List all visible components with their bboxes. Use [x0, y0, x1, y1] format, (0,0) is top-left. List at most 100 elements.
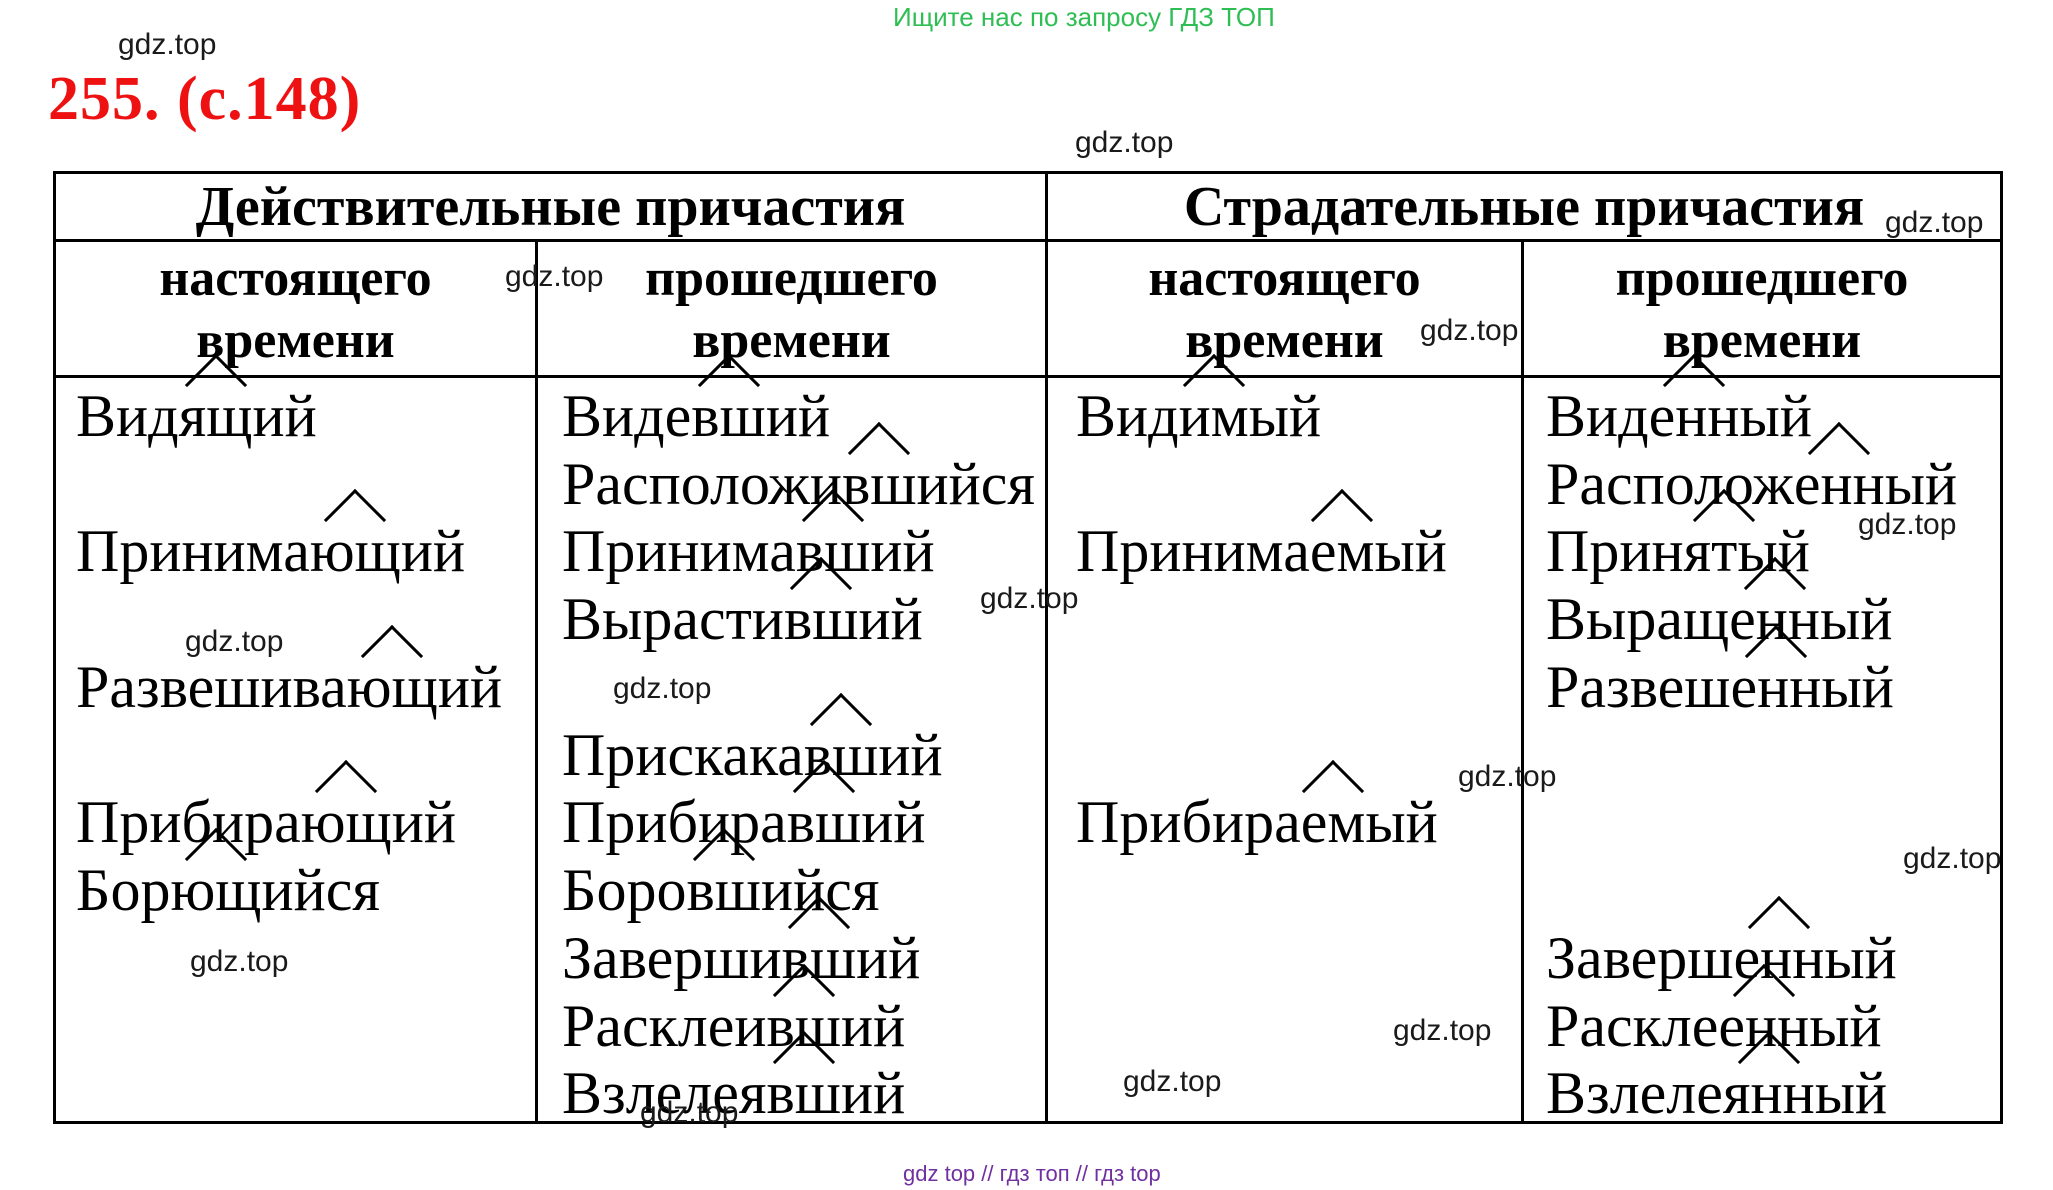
word-stem: Расклеи	[562, 993, 767, 1059]
group-header-active-participles: Действительные причастия	[56, 174, 1045, 242]
word-stem: Боро	[562, 857, 687, 923]
word-stem: Вид	[1546, 383, 1649, 449]
watermark-gdz-top: gdz.top	[185, 625, 284, 658]
word-ending: ий	[841, 993, 906, 1059]
word-suffix-marked: вш	[783, 586, 859, 652]
table-group-header-row: Действительные причастия Страдательные п…	[56, 174, 2000, 242]
word-stem: Располож	[1546, 451, 1794, 517]
word-ending: ий	[858, 586, 923, 652]
word-stem: Расположи	[562, 451, 842, 517]
participle-word: Завершивший	[562, 926, 920, 990]
watermark-gdz-top: gdz.top	[980, 582, 1079, 615]
word-ending: ий	[437, 654, 503, 720]
word-ending: ый	[1365, 789, 1438, 855]
word-stem: Прибира	[1076, 789, 1301, 855]
participle-word: Взлелеявший	[562, 1061, 905, 1125]
watermark-gdz-top: gdz.top	[613, 672, 712, 705]
participle-word: Взлелеянный	[1546, 1061, 1887, 1125]
word-suffix-marked: вш	[766, 1060, 841, 1126]
word-suffix-marked: янн	[1722, 1060, 1815, 1126]
word-stem: Вырасти	[562, 586, 784, 652]
word-stem: Принима	[1076, 518, 1310, 584]
word-suffix-marked: ем	[1300, 789, 1366, 855]
column-header-present-tense: настоящего времени	[1045, 242, 1521, 378]
watermark-gdz-top: gdz.top	[1075, 126, 1174, 159]
participle-word: Расположившийся	[562, 452, 1035, 516]
column-header-line: прошедшего	[1615, 250, 1909, 307]
participle-word: Боровшийся	[562, 858, 879, 922]
word-stem: Развешива	[76, 654, 347, 720]
group-header-passive-participles: Страдательные причастия	[1045, 174, 2000, 242]
participle-word: Принимающий	[76, 519, 465, 583]
column-header-line: времени	[692, 312, 891, 369]
participles-table: Действительные причастия Страдательные п…	[53, 171, 2003, 1125]
column-header-present-tense: настоящего времени	[56, 242, 535, 378]
word-stem: Взлелея	[562, 1060, 767, 1126]
word-suffix-marked: ющ	[170, 857, 262, 923]
column-header-past-tense: прошедшего времени	[535, 242, 1045, 378]
word-ending: ый	[1248, 383, 1322, 449]
participle-word: Принимаемый	[1076, 519, 1447, 583]
word-suffix-marked: вш	[691, 383, 766, 449]
table-column-header-row: настоящего времени прошедшего времени на…	[56, 242, 2000, 378]
word-ending: ый	[1824, 925, 1897, 991]
word-ending: ый	[1809, 993, 1882, 1059]
participle-word: Видимый	[1076, 384, 1321, 448]
word-stem: Взлеле	[1546, 1060, 1723, 1126]
watermark-gdz-top: gdz.top	[1885, 206, 1984, 239]
participle-word: Борющийся	[76, 858, 380, 922]
word-stem: Виде	[562, 383, 692, 449]
participle-word: Расклеенный	[1546, 994, 1882, 1058]
word-stem: Принима	[562, 518, 796, 584]
word-ending: ий	[870, 518, 935, 584]
word-stem: Прибира	[76, 789, 301, 855]
column-active-past: Видевший Расположившийся Принимавший Выр…	[535, 378, 1045, 1125]
participle-word: Развешенный	[1546, 655, 1894, 719]
column-header-line: настоящего	[1148, 250, 1421, 307]
participle-word: Завершенный	[1546, 926, 1897, 990]
participle-word: Принимавший	[562, 519, 935, 583]
word-suffix-marked: им	[1178, 383, 1249, 449]
word-ending: ий	[765, 383, 831, 449]
word-suffix-marked: ящ	[178, 383, 253, 449]
watermark-gdz-top: gdz.top	[1123, 1065, 1222, 1098]
watermark-gdz-top: gdz.top	[118, 28, 217, 61]
word-suffix-marked: ющ	[309, 518, 401, 584]
participle-word: Развешивающий	[76, 655, 502, 719]
word-ending: ый	[1374, 518, 1447, 584]
participle-word: Выращенный	[1546, 587, 1892, 651]
word-ending: ий	[400, 518, 466, 584]
column-active-present: Видящий Принимающий Развешивающий Прибир…	[56, 378, 535, 1121]
word-ending: ий	[878, 722, 943, 788]
word-ending: ый	[1821, 654, 1894, 720]
column-header-past-tense: прошедшего времени	[1521, 242, 2000, 378]
participle-word: Расположенный	[1546, 452, 1957, 516]
word-suffix-marked: вш	[686, 857, 761, 923]
word-ending: ий	[252, 383, 317, 449]
word-stem: Прискака	[562, 722, 804, 788]
word-ending: ый	[1739, 383, 1812, 449]
watermark-gdz-top: gdz.top	[1858, 508, 1957, 541]
column-passive-present: Видимый Принимаемый Прибираемый	[1045, 378, 1521, 1121]
word-ending: ий	[861, 789, 926, 855]
word-stem: Заверш	[1546, 925, 1734, 991]
word-stem: Раскле	[1546, 993, 1719, 1059]
participle-word: Видящий	[76, 384, 317, 448]
watermark-gdz-top: gdz.top	[1458, 760, 1557, 793]
word-stem: Приня	[1546, 518, 1712, 584]
word-stem: Заверши	[562, 925, 782, 991]
word-stem: Выращ	[1546, 586, 1730, 652]
participle-word: Видевший	[562, 384, 830, 448]
word-suffix-marked: енн	[1793, 451, 1885, 517]
column-header-line: времени	[1662, 312, 1862, 369]
word-suffix-marked: т	[1711, 518, 1738, 584]
word-stem: Бор	[76, 857, 171, 923]
word-ending: ийся	[916, 451, 1035, 517]
column-header-line: настоящего	[159, 250, 432, 307]
word-suffix-marked: ющ	[346, 654, 438, 720]
footer-purple-text: gdz top // гдз топ // гдз top	[903, 1161, 1161, 1186]
word-ending: ий	[841, 1060, 906, 1126]
word-stem: Вид	[76, 383, 179, 449]
word-suffix-marked: ем	[1309, 518, 1375, 584]
word-suffix-marked: ющ	[300, 789, 392, 855]
